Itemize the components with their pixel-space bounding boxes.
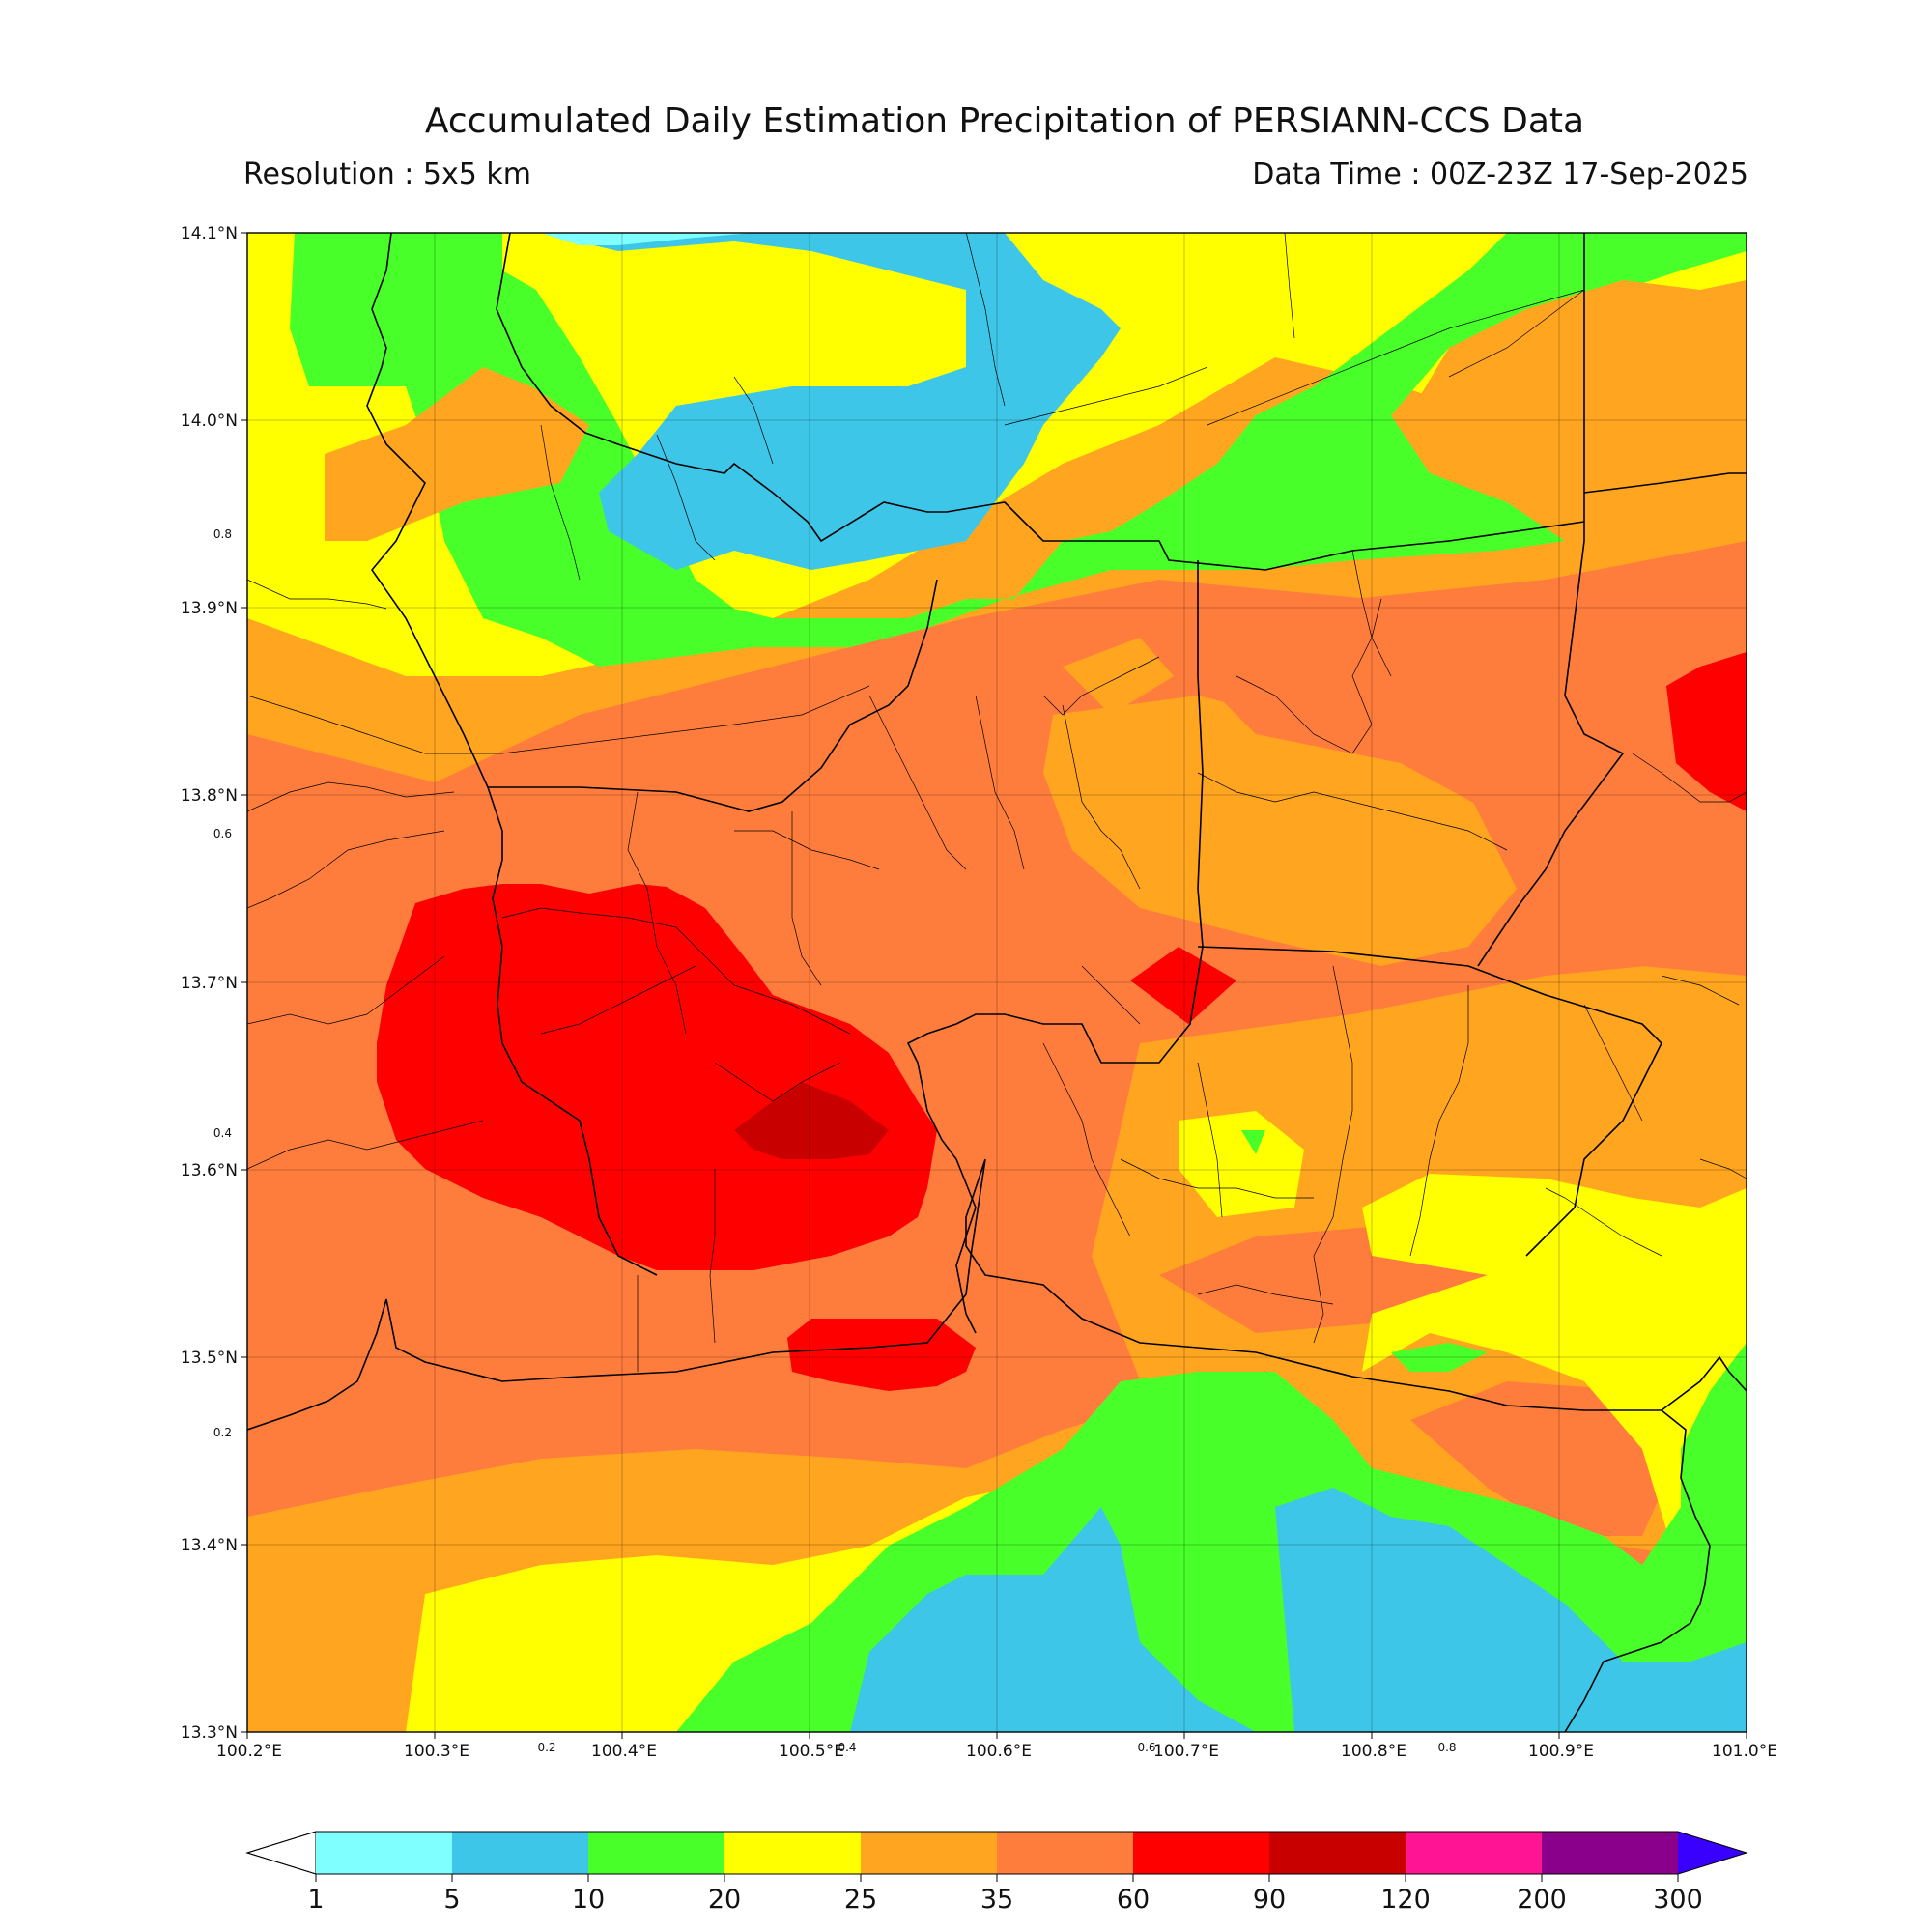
lat-ticks	[241, 232, 247, 1733]
colorbar-bin-35-60	[997, 1832, 1133, 1874]
lon-label-100-7: 100.7°E	[1153, 1742, 1219, 1761]
precip-10-20-southeast-patch	[1391, 1343, 1488, 1372]
inner-y-label-0-8: 0.8	[213, 527, 232, 541]
precip-60-90-east	[1666, 652, 1747, 811]
precip-60-90-west	[377, 884, 937, 1270]
province-boundary-northwest	[366, 233, 489, 788]
colorbar: 1 5 10 20 25 35 60 90 120 200 300	[245, 1831, 1748, 1915]
inner-y-label-0-2: 0.2	[213, 1426, 232, 1439]
province-boundary-northeast	[1583, 472, 1747, 494]
colorbar-label-35: 35	[980, 1885, 1013, 1915]
lat-label-13-5: 13.5°N	[181, 1349, 238, 1368]
colorbar-over-triangle	[1678, 1832, 1747, 1874]
colorbar-bin-120-200	[1406, 1832, 1542, 1874]
colorbar-label-120: 120	[1380, 1885, 1431, 1915]
province-boundary-east	[1197, 946, 1662, 1257]
precip-5-10-southeast	[1275, 1488, 1747, 1732]
province-boundary-bangkok-north	[488, 579, 938, 812]
precip-25-35-west-wedge	[325, 367, 589, 541]
colorbar-label-5: 5	[443, 1885, 460, 1915]
lat-label-13-3: 13.3°N	[181, 1723, 238, 1743]
lat-label-13-8: 13.8°N	[181, 786, 238, 806]
graticule	[247, 233, 1747, 1732]
lon-label-100-2: 100.2°E	[216, 1742, 282, 1761]
inner-y-labels: 0.8 0.6 0.4 0.2	[213, 527, 232, 1439]
colorbar-label-300: 300	[1653, 1885, 1703, 1915]
lat-label-13-4: 13.4°N	[181, 1536, 238, 1555]
precip-10-20-eastcenter-patch	[1241, 1130, 1265, 1154]
lat-labels: 14.1°N 14.0°N 13.9°N 13.8°N 13.7°N 13.6°…	[181, 224, 238, 1743]
precip-1-5-north	[541, 233, 753, 245]
lon-label-100-6: 100.6°E	[966, 1742, 1032, 1761]
precip-25-35-east	[1043, 696, 1517, 966]
colorbar-bin-5-10	[452, 1832, 588, 1874]
colorbar-under-triangle	[245, 1831, 317, 1875]
precip-60-90-diamond	[1130, 947, 1236, 1024]
precip-60-90-south	[787, 1319, 976, 1391]
lon-label-100-8: 100.8°E	[1341, 1742, 1406, 1761]
precip-20-25-eastcenter	[1179, 1111, 1304, 1217]
inner-x-labels: 0.2 0.4 0.6 0.8	[537, 1741, 1456, 1754]
precip-5-10-north	[541, 233, 1121, 570]
colorbar-label-60: 60	[1117, 1885, 1150, 1915]
lon-label-100-4: 100.4°E	[591, 1742, 657, 1761]
colorbar-label-20: 20	[708, 1885, 741, 1915]
inner-x-label-0-4: 0.4	[838, 1741, 856, 1754]
province-boundary-west	[496, 233, 1585, 571]
inner-y-label-0-6: 0.6	[213, 827, 232, 840]
colorbar-bin-200-300	[1542, 1832, 1678, 1874]
province-boundary-bangkok-east	[906, 560, 1204, 1334]
inner-x-label-0-6: 0.6	[1137, 1741, 1155, 1754]
lon-label-100-3: 100.3°E	[404, 1742, 469, 1761]
province-boundary-center	[487, 786, 658, 1276]
colorbar-bin-20-25	[724, 1832, 861, 1874]
lat-label-14-1: 14.1°N	[181, 224, 238, 243]
precip-20-25-north-dot	[869, 296, 902, 327]
lon-label-100-9: 100.9°E	[1528, 1742, 1594, 1761]
province-boundary-far-east	[1477, 233, 1625, 967]
precip-field	[247, 233, 1747, 1732]
inner-x-label-0-8: 0.8	[1437, 1741, 1456, 1754]
precip-25-35-northeast	[1063, 638, 1174, 715]
inner-x-label-0-2: 0.2	[537, 1741, 555, 1754]
lat-label-13-6: 13.6°N	[181, 1161, 238, 1180]
map-title: Accumulated Daily Estimation Precipitati…	[424, 101, 1585, 141]
colorbar-bin-60-90	[1133, 1832, 1269, 1874]
colorbar-label-10: 10	[572, 1885, 605, 1915]
precip-35-60-east	[1198, 541, 1747, 976]
colorbar-bin-25-35	[861, 1832, 997, 1874]
lon-label-101-0: 101.0°E	[1712, 1742, 1777, 1761]
colorbar-bin-90-120	[1269, 1832, 1406, 1874]
precip-10-20-northwest	[290, 233, 1747, 667]
lat-label-14-0: 14.0°N	[181, 412, 238, 431]
colorbar-label-25: 25	[844, 1885, 877, 1915]
lon-labels: 100.2°E 100.3°E 100.4°E 100.5°E 100.6°E …	[216, 1742, 1777, 1761]
precip-25-35-northeast-wedge	[1420, 280, 1747, 483]
colorbar-label-200: 200	[1517, 1885, 1567, 1915]
district-lines	[247, 233, 1747, 1372]
colorbar-bin-1-5	[316, 1832, 452, 1874]
colorbar-bin-10-20	[588, 1832, 724, 1874]
precip-5-10-south	[850, 1507, 1256, 1732]
lon-ticks	[246, 1732, 1747, 1739]
colorbar-label-1: 1	[307, 1885, 324, 1915]
lat-label-13-9: 13.9°N	[181, 599, 238, 618]
coastline	[247, 1158, 1747, 1431]
lon-label-100-5: 100.5°E	[779, 1742, 844, 1761]
resolution-label: Resolution : 5x5 km	[243, 157, 531, 191]
colorbar-label-90: 90	[1253, 1885, 1286, 1915]
coastline-east	[1564, 1409, 1711, 1732]
precip-20-25-eastband	[1362, 1174, 1747, 1546]
inner-y-label-0-4: 0.4	[213, 1126, 232, 1140]
lat-label-13-7: 13.7°N	[181, 974, 238, 993]
precip-35-60-southeast-b	[1410, 1381, 1681, 1536]
admin-boundaries	[247, 233, 1747, 1732]
data-time-label: Data Time : 00Z-23Z 17-Sep-2025	[1252, 157, 1748, 191]
